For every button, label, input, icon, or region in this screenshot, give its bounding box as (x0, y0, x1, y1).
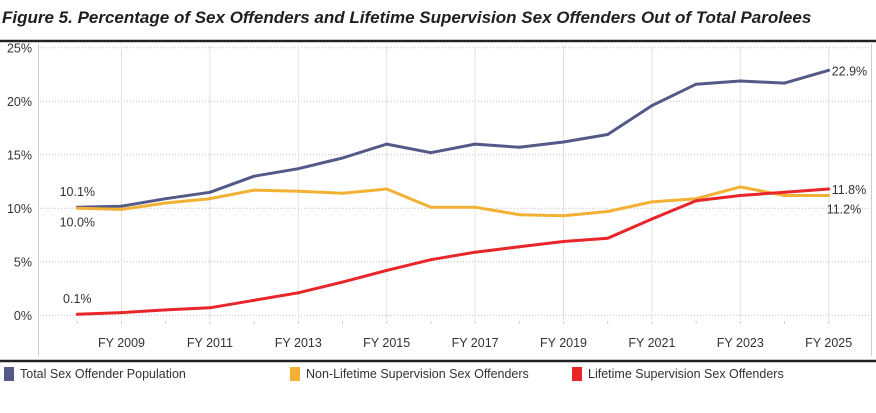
legend-swatch-non-lifetime (290, 367, 300, 381)
legend-item-non-lifetime: Non-Lifetime Supervision Sex Offenders (290, 367, 529, 381)
data-label: 11.2% (827, 202, 862, 216)
legend-swatch-total (4, 367, 14, 381)
data-point (164, 308, 168, 312)
chart-title: Figure 5. Percentage of Sex Offenders an… (2, 8, 812, 27)
data-point (650, 104, 654, 108)
data-point (606, 236, 610, 240)
data-label: 22.9% (832, 64, 867, 78)
data-point (606, 210, 610, 214)
series-line-0 (77, 68, 830, 209)
data-point (341, 156, 344, 160)
x-tick-label: FY 2019 (540, 336, 587, 350)
x-tick-label: FY 2015 (363, 336, 410, 350)
data-point (517, 213, 521, 217)
x-tick-label: FY 2013 (275, 336, 322, 350)
data-point (517, 145, 521, 149)
data-point (650, 217, 654, 221)
data-point (473, 142, 477, 146)
data-point (252, 188, 256, 192)
legend-swatch-lifetime (572, 367, 582, 381)
data-point (783, 81, 786, 85)
data-point (694, 82, 698, 86)
data-point (296, 189, 300, 193)
data-point (606, 132, 610, 136)
y-tick-label: 5% (14, 255, 32, 269)
data-point (473, 250, 477, 254)
data-point (252, 174, 256, 178)
x-tick-label: FY 2017 (452, 336, 499, 350)
data-point (429, 258, 433, 262)
data-point (562, 140, 565, 144)
data-point (783, 190, 786, 194)
y-tick-label: 20% (7, 95, 32, 109)
data-point (208, 197, 212, 201)
data-point (827, 187, 831, 191)
x-tick-label: FY 2009 (98, 336, 145, 350)
data-point (252, 298, 256, 302)
data-point (562, 239, 565, 243)
legend-label-total: Total Sex Offender Population (20, 367, 186, 381)
x-tick-label: FY 2023 (717, 336, 764, 350)
y-tick-label: 25% (7, 41, 32, 55)
y-tick-label: 0% (14, 309, 32, 323)
data-point (341, 280, 344, 284)
data-point (296, 291, 300, 295)
data-point (473, 205, 477, 209)
data-point (429, 151, 433, 155)
data-label: 11.8% (832, 183, 867, 197)
data-label: 10.0% (60, 215, 95, 229)
data-point (341, 191, 344, 195)
data-point (827, 193, 831, 197)
data-point (385, 187, 389, 191)
data-point (120, 207, 123, 211)
y-tick-label: 10% (7, 202, 32, 216)
data-point (208, 306, 212, 310)
data-point (650, 200, 654, 204)
data-point (120, 311, 123, 315)
data-point (120, 204, 123, 208)
x-tick-label: FY 2011 (187, 336, 233, 350)
x-tick-label: FY 2025 (805, 336, 852, 350)
data-point (75, 206, 79, 210)
data-point (75, 312, 79, 316)
legend-item-lifetime: Lifetime Supervision Sex Offenders (572, 367, 784, 381)
data-point (385, 268, 389, 272)
data-label: 10.1% (60, 185, 95, 199)
data-point (562, 214, 565, 218)
series-line-2 (77, 187, 829, 316)
data-point (738, 79, 742, 83)
data-label: 0.1% (63, 292, 92, 306)
data-point (429, 205, 433, 209)
data-point (164, 201, 168, 205)
data-point (517, 245, 521, 249)
data-point (738, 185, 742, 189)
data-point (296, 167, 300, 171)
data-point (694, 199, 698, 203)
data-point (208, 190, 212, 194)
legend-label-non-lifetime: Non-Lifetime Supervision Sex Offenders (306, 367, 529, 381)
legend-label-lifetime: Lifetime Supervision Sex Offenders (588, 367, 784, 381)
data-point (164, 197, 168, 201)
y-tick-label: 15% (7, 148, 32, 162)
x-tick-label: FY 2021 (628, 336, 675, 350)
data-point (827, 68, 831, 72)
data-point (738, 193, 742, 197)
series-line-1 (77, 185, 829, 218)
data-point (783, 193, 786, 197)
legend-item-total: Total Sex Offender Population (4, 367, 186, 381)
data-point (385, 142, 389, 146)
